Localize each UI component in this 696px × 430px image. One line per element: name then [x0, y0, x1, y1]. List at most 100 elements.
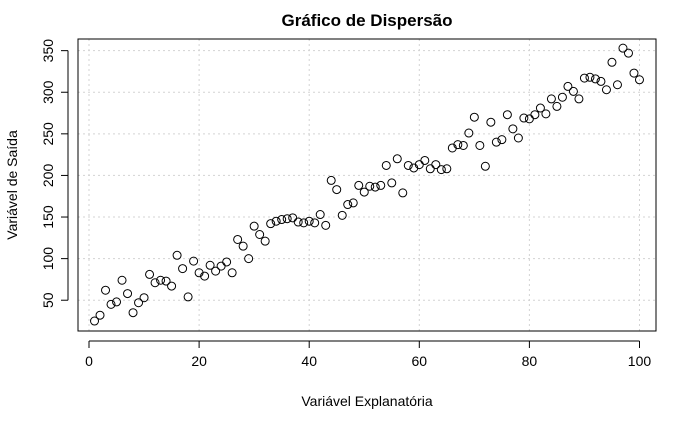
- data-point: [403, 160, 413, 170]
- data-point: [491, 137, 501, 147]
- data-point: [266, 219, 276, 229]
- grid: [78, 39, 656, 331]
- y-tick-label: 200: [40, 164, 56, 188]
- data-point: [139, 293, 149, 303]
- data-point: [282, 214, 292, 224]
- data-point: [222, 257, 232, 267]
- data-point: [277, 215, 287, 225]
- data-point: [326, 175, 336, 185]
- data-point: [112, 297, 122, 307]
- data-point: [348, 198, 358, 208]
- axes: 0 20 40 60 80 100 50 100 150 200 250 300 350: [40, 39, 651, 369]
- data-point: [469, 112, 479, 122]
- plot-frame: [77, 38, 657, 332]
- data-point: [156, 275, 166, 285]
- x-tick-label: 0: [85, 353, 93, 369]
- data-point: [249, 221, 259, 231]
- data-point: [596, 76, 606, 86]
- data-point: [475, 140, 485, 150]
- data-point: [183, 292, 193, 302]
- data-point: [365, 181, 375, 191]
- data-point: [623, 48, 633, 58]
- data-point: [150, 278, 160, 288]
- data-point: [618, 43, 628, 53]
- y-tick-label: 50: [40, 292, 56, 308]
- x-axis-label: Variável Explanatória: [301, 393, 432, 409]
- x-tick-label: 20: [191, 353, 207, 369]
- y-tick-label: 250: [40, 122, 56, 146]
- data-point: [304, 216, 314, 226]
- data-point: [425, 164, 435, 174]
- data-point: [546, 94, 556, 104]
- x-tick-label: 80: [522, 353, 538, 369]
- data-point: [293, 217, 303, 227]
- data-point: [370, 182, 380, 192]
- data-point: [381, 160, 391, 170]
- data-point: [343, 200, 353, 210]
- data-point: [442, 164, 452, 174]
- data-point: [502, 110, 512, 120]
- data-point: [387, 178, 397, 188]
- data-point: [524, 114, 534, 124]
- data-point: [398, 188, 408, 198]
- data-point: [541, 109, 551, 119]
- data-point: [497, 135, 507, 145]
- data-point: [145, 269, 155, 279]
- data-point: [464, 128, 474, 138]
- data-point: [134, 298, 144, 308]
- data-point: [271, 216, 281, 226]
- data-point: [117, 275, 127, 285]
- data-point: [552, 101, 562, 111]
- data-point: [244, 254, 254, 264]
- y-tick-label: 350: [40, 39, 56, 63]
- data-point: [161, 276, 171, 286]
- data-point: [255, 229, 265, 239]
- data-point: [260, 236, 270, 246]
- data-point: [607, 57, 617, 67]
- data-point: [376, 180, 386, 190]
- data-point: [178, 264, 188, 274]
- data-point: [90, 316, 100, 326]
- data-point: [579, 73, 589, 83]
- data-point: [205, 260, 215, 270]
- data-point: [557, 92, 567, 102]
- data-point: [486, 117, 496, 127]
- data-point: [101, 285, 111, 295]
- data-point: [238, 241, 248, 251]
- data-point: [233, 234, 243, 244]
- data-point: [568, 86, 578, 96]
- data-point: [629, 68, 639, 78]
- data-point: [216, 261, 226, 271]
- x-tick-label: 100: [628, 353, 652, 369]
- data-point: [288, 213, 298, 223]
- data-point: [123, 289, 133, 299]
- data-point: [519, 113, 529, 123]
- data-point: [458, 140, 468, 150]
- data-point: [431, 160, 441, 170]
- chart-title: Gráfico de Dispersão: [281, 11, 452, 30]
- y-tick-label: 100: [40, 247, 56, 271]
- data-point: [436, 165, 446, 175]
- data-point: [95, 310, 105, 320]
- data-point: [480, 161, 490, 171]
- data-point: [315, 210, 325, 220]
- data-point: [354, 180, 364, 190]
- data-point: [453, 140, 463, 150]
- data-point: [563, 81, 573, 91]
- data-point: [574, 94, 584, 104]
- data-point: [612, 80, 622, 90]
- data-point: [106, 299, 116, 309]
- data-point: [189, 256, 199, 266]
- data-point: [359, 187, 369, 197]
- data-point: [392, 154, 402, 164]
- data-point: [172, 250, 182, 260]
- data-point: [513, 133, 523, 143]
- data-point: [530, 110, 540, 120]
- data-point: [299, 218, 309, 228]
- data-point: [321, 220, 331, 230]
- data-point: [310, 218, 320, 228]
- data-point: [337, 210, 347, 220]
- data-point: [601, 85, 611, 95]
- data-point: [508, 124, 518, 134]
